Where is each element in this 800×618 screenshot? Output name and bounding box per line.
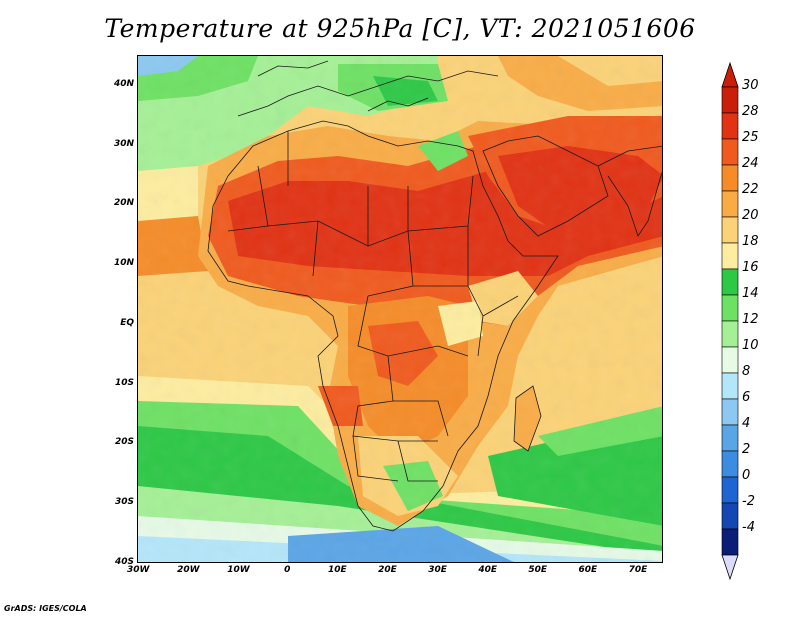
lon-tick-label: 20E (378, 565, 397, 575)
map-panel (137, 55, 663, 563)
colorbar-segment (721, 216, 739, 244)
lon-tick-label: 20W (177, 565, 200, 575)
lat-tick-label: 40N (113, 78, 134, 89)
colorbar-segment (721, 424, 739, 452)
lat-tick-label: 30N (113, 138, 134, 149)
lon-tick-label: 70E (628, 565, 648, 575)
lat-tick-label: 10N (113, 258, 134, 269)
lon-tick-label: 0 (284, 565, 291, 575)
colorbar-level-label: 25 (742, 130, 759, 145)
lat-tick-label: 20N (113, 198, 134, 209)
grads-credit: GrADS: IGES/COLA (4, 604, 87, 613)
lat-tick-label: 20S (114, 437, 134, 448)
lon-tick-label: 40E (478, 565, 497, 575)
colorbar-level-label: 10 (742, 338, 759, 353)
colorbar-segment (721, 86, 739, 114)
colorbar-level-label: 2 (742, 442, 751, 457)
colorbar-level-label: 0 (742, 468, 751, 483)
colorbar-segment (721, 164, 739, 192)
colorbar-level-label: 18 (742, 234, 759, 249)
colorbar-level-label: 30 (742, 78, 759, 93)
lat-tick-label: EQ (120, 317, 134, 328)
colorbar-level-label: 24 (742, 156, 759, 171)
lon-tick-label: 10E (328, 565, 347, 575)
lon-tick-label: 10W (227, 565, 250, 575)
colorbar-level-label: -2 (742, 494, 755, 509)
colorbar-segment (721, 268, 739, 296)
colorbar-level-label: 20 (742, 208, 759, 223)
lat-tick-label: 10S (114, 377, 134, 388)
colorbar-level-label: 4 (742, 416, 751, 431)
colorbar-level-label: 12 (742, 312, 759, 327)
colorbar-segment (721, 450, 739, 478)
temperature-field (138, 56, 662, 562)
map-title: Temperature at 925hPa [C], VT: 202105160… (104, 14, 696, 43)
colorbar-segment (721, 138, 739, 166)
lat-tick-label: 40S (114, 557, 134, 567)
colorbar-level-label: 28 (742, 104, 759, 119)
temperature-map (138, 56, 662, 562)
colorbar-segment (721, 398, 739, 426)
colorbar-level-label: 8 (742, 364, 751, 379)
colorbar-level-label: 6 (742, 390, 751, 405)
colorbar-level-label: 14 (742, 286, 759, 301)
coastline-borders (207, 60, 662, 532)
colorbar-segment (721, 372, 739, 400)
colorbar-level-label: 22 (742, 182, 759, 197)
colorbar-segment (721, 190, 739, 218)
lon-tick-label: 30E (428, 565, 447, 575)
colorbar-segment (721, 242, 739, 270)
colorbar-segment (721, 320, 739, 348)
lon-tick-label: 50E (528, 565, 548, 575)
colorbar-level-label: 16 (742, 260, 759, 275)
colorbar-bottom-arrow (721, 554, 739, 581)
colorbar-segment (721, 294, 739, 322)
colorbar-segment (721, 502, 739, 530)
colorbar-segment (721, 346, 739, 374)
colorbar-segment (721, 112, 739, 140)
lon-tick-label: 60E (578, 565, 598, 575)
lon-tick-label: 30W (127, 565, 150, 575)
colorbar-segment (721, 476, 739, 504)
colorbar-level-label: -4 (742, 520, 755, 535)
colorbar-segment (721, 528, 739, 556)
lat-tick-label: 30S (114, 497, 134, 508)
colorbar-top-arrow (721, 61, 739, 88)
